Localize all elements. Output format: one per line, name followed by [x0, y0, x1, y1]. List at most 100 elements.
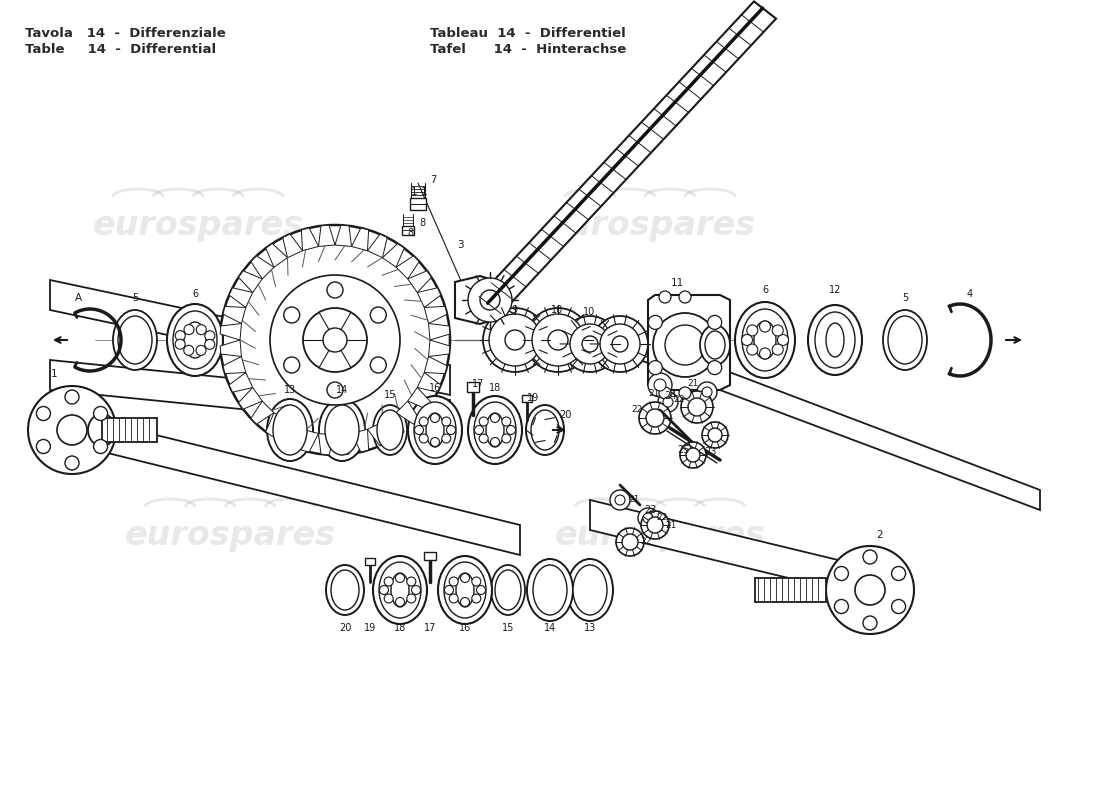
Text: 21: 21 — [628, 495, 640, 505]
Circle shape — [384, 577, 393, 586]
Text: 18: 18 — [394, 623, 406, 633]
Polygon shape — [522, 395, 532, 402]
Circle shape — [28, 386, 115, 474]
Text: 15: 15 — [502, 623, 514, 633]
Polygon shape — [220, 340, 241, 357]
Ellipse shape — [742, 309, 788, 371]
Circle shape — [659, 291, 671, 303]
Circle shape — [411, 586, 420, 594]
Polygon shape — [50, 280, 450, 395]
Circle shape — [444, 586, 453, 594]
Circle shape — [65, 456, 79, 470]
Circle shape — [772, 344, 783, 355]
Circle shape — [196, 346, 206, 355]
Text: 6: 6 — [762, 285, 768, 295]
Circle shape — [491, 414, 499, 422]
Polygon shape — [402, 226, 414, 235]
Text: 19: 19 — [364, 623, 376, 633]
Polygon shape — [367, 234, 387, 258]
Polygon shape — [417, 373, 441, 392]
Circle shape — [302, 308, 367, 372]
Polygon shape — [383, 413, 404, 437]
Text: 22: 22 — [640, 538, 651, 546]
Circle shape — [476, 586, 485, 594]
Text: 1: 1 — [410, 187, 417, 197]
Circle shape — [616, 528, 644, 556]
Polygon shape — [283, 422, 302, 446]
Polygon shape — [229, 373, 253, 392]
Circle shape — [759, 321, 770, 332]
Polygon shape — [266, 413, 287, 437]
Text: Tafel      14  -  Hinterachse: Tafel 14 - Hinterachse — [430, 43, 626, 56]
Polygon shape — [352, 228, 368, 250]
Text: 9: 9 — [510, 305, 517, 315]
Circle shape — [384, 594, 393, 603]
Circle shape — [396, 598, 405, 606]
Circle shape — [638, 508, 658, 528]
Ellipse shape — [408, 396, 462, 464]
Circle shape — [461, 598, 470, 606]
Ellipse shape — [495, 570, 521, 610]
Circle shape — [835, 566, 848, 581]
Ellipse shape — [390, 573, 409, 607]
Text: 20: 20 — [559, 410, 571, 420]
Ellipse shape — [808, 305, 862, 375]
Polygon shape — [266, 243, 287, 267]
Text: eurospares: eurospares — [92, 209, 304, 242]
Polygon shape — [408, 270, 431, 293]
Circle shape — [778, 334, 789, 346]
Circle shape — [480, 417, 488, 426]
Circle shape — [407, 577, 416, 586]
Circle shape — [648, 315, 662, 330]
Circle shape — [892, 566, 905, 581]
Polygon shape — [396, 256, 419, 279]
Text: 23: 23 — [644, 505, 657, 515]
Polygon shape — [251, 401, 274, 424]
Text: 25: 25 — [676, 445, 690, 455]
Text: 23: 23 — [704, 447, 716, 457]
Ellipse shape — [113, 310, 157, 370]
Circle shape — [666, 325, 705, 365]
Ellipse shape — [377, 410, 403, 450]
Circle shape — [461, 574, 470, 582]
Circle shape — [447, 426, 455, 434]
Circle shape — [472, 594, 481, 603]
Circle shape — [449, 594, 459, 603]
Circle shape — [707, 315, 722, 330]
Circle shape — [480, 434, 488, 443]
Polygon shape — [102, 418, 157, 442]
Text: A: A — [75, 293, 81, 303]
Circle shape — [415, 426, 424, 434]
Text: 22: 22 — [631, 406, 642, 414]
Polygon shape — [220, 323, 241, 340]
Ellipse shape — [414, 402, 456, 458]
Polygon shape — [239, 387, 262, 410]
Circle shape — [196, 325, 207, 334]
Circle shape — [681, 391, 713, 423]
Ellipse shape — [700, 325, 730, 365]
Ellipse shape — [167, 304, 223, 376]
Circle shape — [747, 344, 758, 355]
Circle shape — [205, 339, 214, 350]
Text: 18: 18 — [488, 383, 502, 393]
Ellipse shape — [379, 562, 421, 618]
Circle shape — [679, 387, 691, 399]
Circle shape — [36, 439, 51, 454]
Text: 24: 24 — [663, 391, 676, 401]
Polygon shape — [229, 288, 253, 307]
Circle shape — [610, 490, 630, 510]
Circle shape — [57, 415, 87, 445]
Polygon shape — [590, 500, 900, 605]
Text: 19: 19 — [527, 393, 539, 403]
Circle shape — [323, 328, 346, 352]
Circle shape — [94, 406, 108, 421]
Ellipse shape — [173, 311, 217, 369]
Circle shape — [490, 314, 541, 366]
Circle shape — [65, 390, 79, 404]
Ellipse shape — [273, 405, 307, 455]
Circle shape — [483, 308, 547, 372]
Circle shape — [184, 346, 194, 355]
Circle shape — [600, 324, 640, 364]
Circle shape — [582, 336, 598, 352]
Circle shape — [621, 534, 638, 550]
